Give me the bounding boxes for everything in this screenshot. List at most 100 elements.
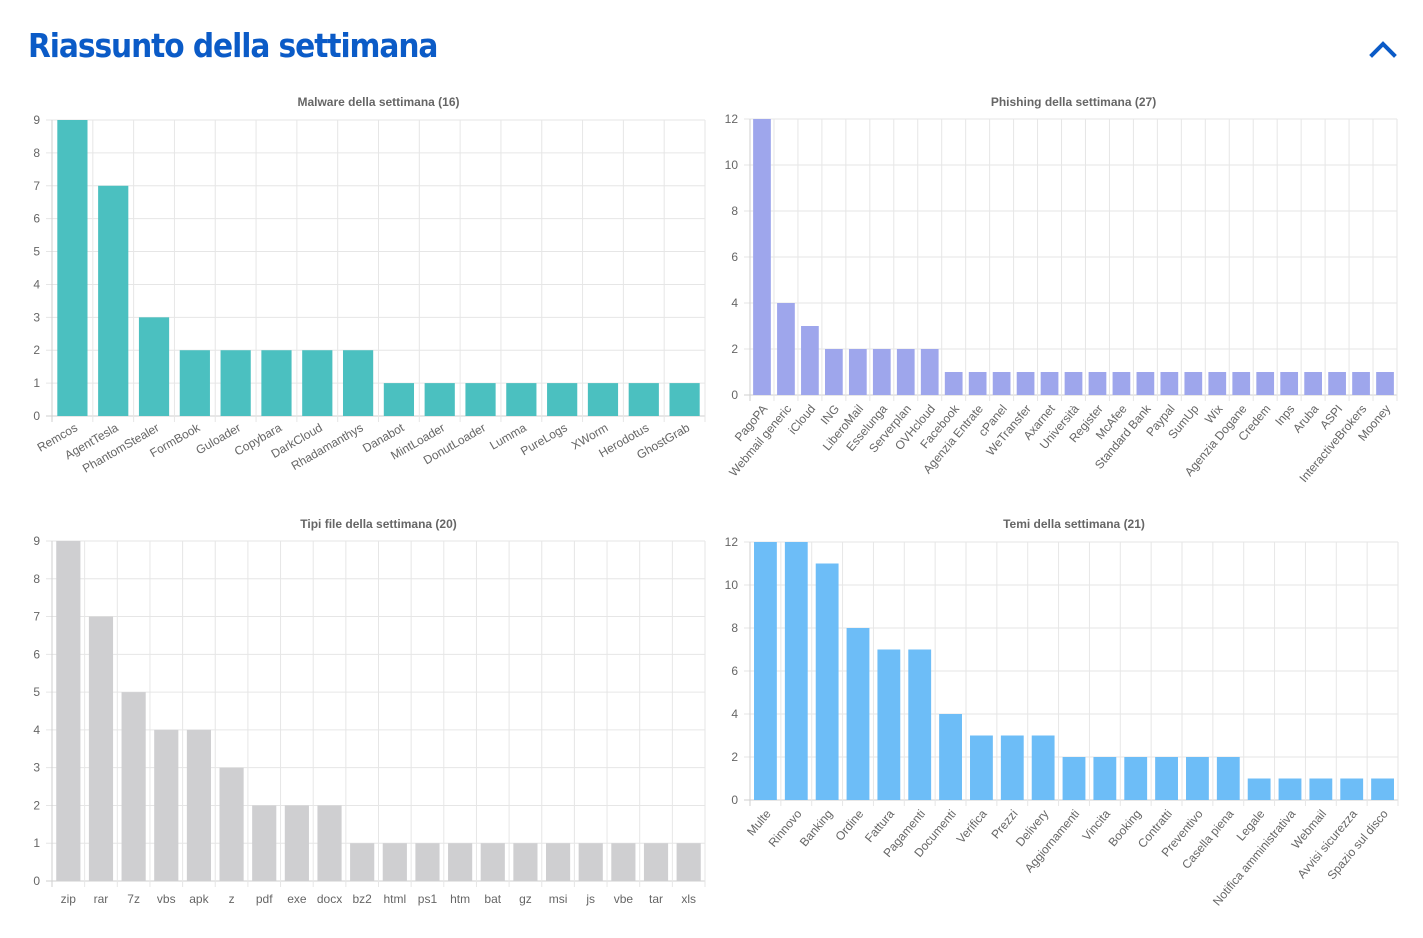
- bar-htm[interactable]: [448, 843, 473, 881]
- y-tick-label: 6: [33, 212, 40, 226]
- x-tick-label: bz2: [352, 892, 372, 906]
- bar-inps[interactable]: [1280, 372, 1299, 395]
- bar-agenzia-dogane[interactable]: [1232, 372, 1251, 395]
- bar-darkcloud[interactable]: [302, 350, 333, 416]
- bar-axarnet[interactable]: [1040, 372, 1059, 395]
- bar-apk[interactable]: [186, 729, 212, 881]
- bar-ghostgrab[interactable]: [669, 383, 700, 416]
- y-tick-label: 6: [33, 647, 40, 661]
- bar-danabot[interactable]: [383, 383, 415, 416]
- bar-phantomstealer[interactable]: [138, 317, 170, 416]
- bar-ing[interactable]: [825, 349, 843, 395]
- bar-ps1[interactable]: [415, 843, 440, 881]
- y-tick-label: 0: [731, 793, 738, 807]
- bar-bat[interactable]: [480, 843, 505, 881]
- bar-vincita[interactable]: [1093, 757, 1117, 800]
- bar-ordine[interactable]: [846, 628, 870, 800]
- y-tick-label: 10: [725, 158, 739, 172]
- bar-remcos[interactable]: [57, 120, 88, 416]
- bar-legale[interactable]: [1247, 778, 1271, 801]
- bar-herodotus[interactable]: [628, 383, 659, 416]
- bar-verifica[interactable]: [970, 735, 993, 801]
- bar-html[interactable]: [382, 843, 407, 881]
- bar-spazio-sul-disco[interactable]: [1371, 778, 1394, 801]
- bar-aspi[interactable]: [1328, 372, 1346, 395]
- bar-casella-piena[interactable]: [1216, 757, 1240, 800]
- bar-tar[interactable]: [643, 843, 669, 881]
- bar-formbook[interactable]: [179, 350, 210, 416]
- bar-xworm[interactable]: [587, 383, 619, 416]
- y-tick-label: 8: [33, 146, 40, 160]
- bar-prezzi[interactable]: [1000, 735, 1024, 801]
- bar-agenttesla[interactable]: [98, 185, 129, 416]
- bar-multe[interactable]: [754, 542, 777, 800]
- bar-vbe[interactable]: [611, 843, 636, 881]
- bar-banking[interactable]: [815, 563, 839, 801]
- y-tick-label: 6: [731, 250, 738, 264]
- page-title: Riassunto della settimana: [28, 26, 438, 65]
- bar-esselunga[interactable]: [872, 349, 891, 395]
- bar-docx[interactable]: [317, 805, 342, 881]
- bar-avvisi-sicurezza[interactable]: [1340, 778, 1364, 801]
- bar-pagopa[interactable]: [753, 119, 771, 395]
- bar-vbs[interactable]: [154, 729, 179, 881]
- bar-rinnovo[interactable]: [784, 542, 808, 800]
- bar-register[interactable]: [1088, 372, 1107, 395]
- bar-universit-[interactable]: [1064, 372, 1083, 395]
- bar-notifica-amministrativa[interactable]: [1278, 778, 1302, 801]
- bar-msi[interactable]: [545, 843, 571, 881]
- bar-liberomail[interactable]: [848, 349, 867, 395]
- bar-interactivebrokers[interactable]: [1352, 372, 1370, 395]
- bar-xls[interactable]: [676, 843, 701, 881]
- bar-agenzia-entrate[interactable]: [968, 372, 987, 395]
- bar-paypal[interactable]: [1160, 372, 1179, 395]
- bar-rar[interactable]: [88, 616, 114, 881]
- bar-bz2[interactable]: [350, 843, 375, 881]
- bar-aruba[interactable]: [1304, 372, 1322, 395]
- bar-purelogs[interactable]: [547, 383, 578, 416]
- bar-copybara[interactable]: [261, 350, 292, 416]
- bar-exe[interactable]: [284, 805, 309, 881]
- bar-facebook[interactable]: [944, 372, 963, 395]
- bar-js[interactable]: [578, 843, 603, 881]
- bar-ovhcloud[interactable]: [920, 349, 939, 395]
- bar-zip[interactable]: [56, 541, 81, 881]
- bar-credem[interactable]: [1256, 372, 1275, 395]
- bar-pdf[interactable]: [252, 805, 277, 881]
- x-tick-label: 7z: [127, 892, 140, 906]
- bar-delivery[interactable]: [1031, 735, 1055, 801]
- bar-standard-bank[interactable]: [1136, 372, 1155, 395]
- bar-preventivo[interactable]: [1186, 757, 1209, 800]
- bar-aggiornamenti[interactable]: [1062, 757, 1086, 800]
- bar-mooney[interactable]: [1376, 372, 1394, 395]
- x-tick-label: zip: [61, 892, 77, 906]
- bar-webmail-generic[interactable]: [777, 303, 795, 395]
- bar-fattura[interactable]: [877, 649, 901, 801]
- bar-mintloader[interactable]: [424, 383, 455, 416]
- bar-webmail[interactable]: [1309, 778, 1333, 801]
- bar-7z[interactable]: [121, 692, 146, 881]
- bar-documenti[interactable]: [939, 714, 962, 800]
- bar-icloud[interactable]: [801, 326, 819, 395]
- bar-wix[interactable]: [1208, 372, 1227, 395]
- bar-wetransfer[interactable]: [1016, 372, 1035, 395]
- bar-guloader[interactable]: [220, 350, 251, 416]
- malware-chart-svg: Malware della settimana (16)0123456789Re…: [33, 95, 706, 476]
- phishing-chart: Phishing della settimana (27) 0 2 4 6 8 10 12 Pa…: [712, 90, 1423, 490]
- bar-z[interactable]: [219, 767, 244, 881]
- bar-gz[interactable]: [513, 843, 538, 881]
- x-tick-label: vbe: [614, 892, 634, 906]
- bar-contratti[interactable]: [1155, 757, 1178, 800]
- bar-sumup[interactable]: [1184, 372, 1203, 395]
- bar-rhadamanthys[interactable]: [342, 350, 374, 416]
- bar-pagamenti[interactable]: [908, 649, 932, 801]
- bar-booking[interactable]: [1124, 757, 1148, 800]
- y-tick-label: 2: [33, 798, 40, 812]
- bar-lumma[interactable]: [506, 383, 537, 416]
- bar-donutloader[interactable]: [465, 383, 496, 416]
- bar-serverplan[interactable]: [896, 349, 915, 395]
- chart-title: Malware della settimana (16): [297, 95, 459, 109]
- collapse-button[interactable]: [1366, 34, 1400, 62]
- bar-cpanel[interactable]: [992, 372, 1011, 395]
- bar-mcafee[interactable]: [1112, 372, 1131, 395]
